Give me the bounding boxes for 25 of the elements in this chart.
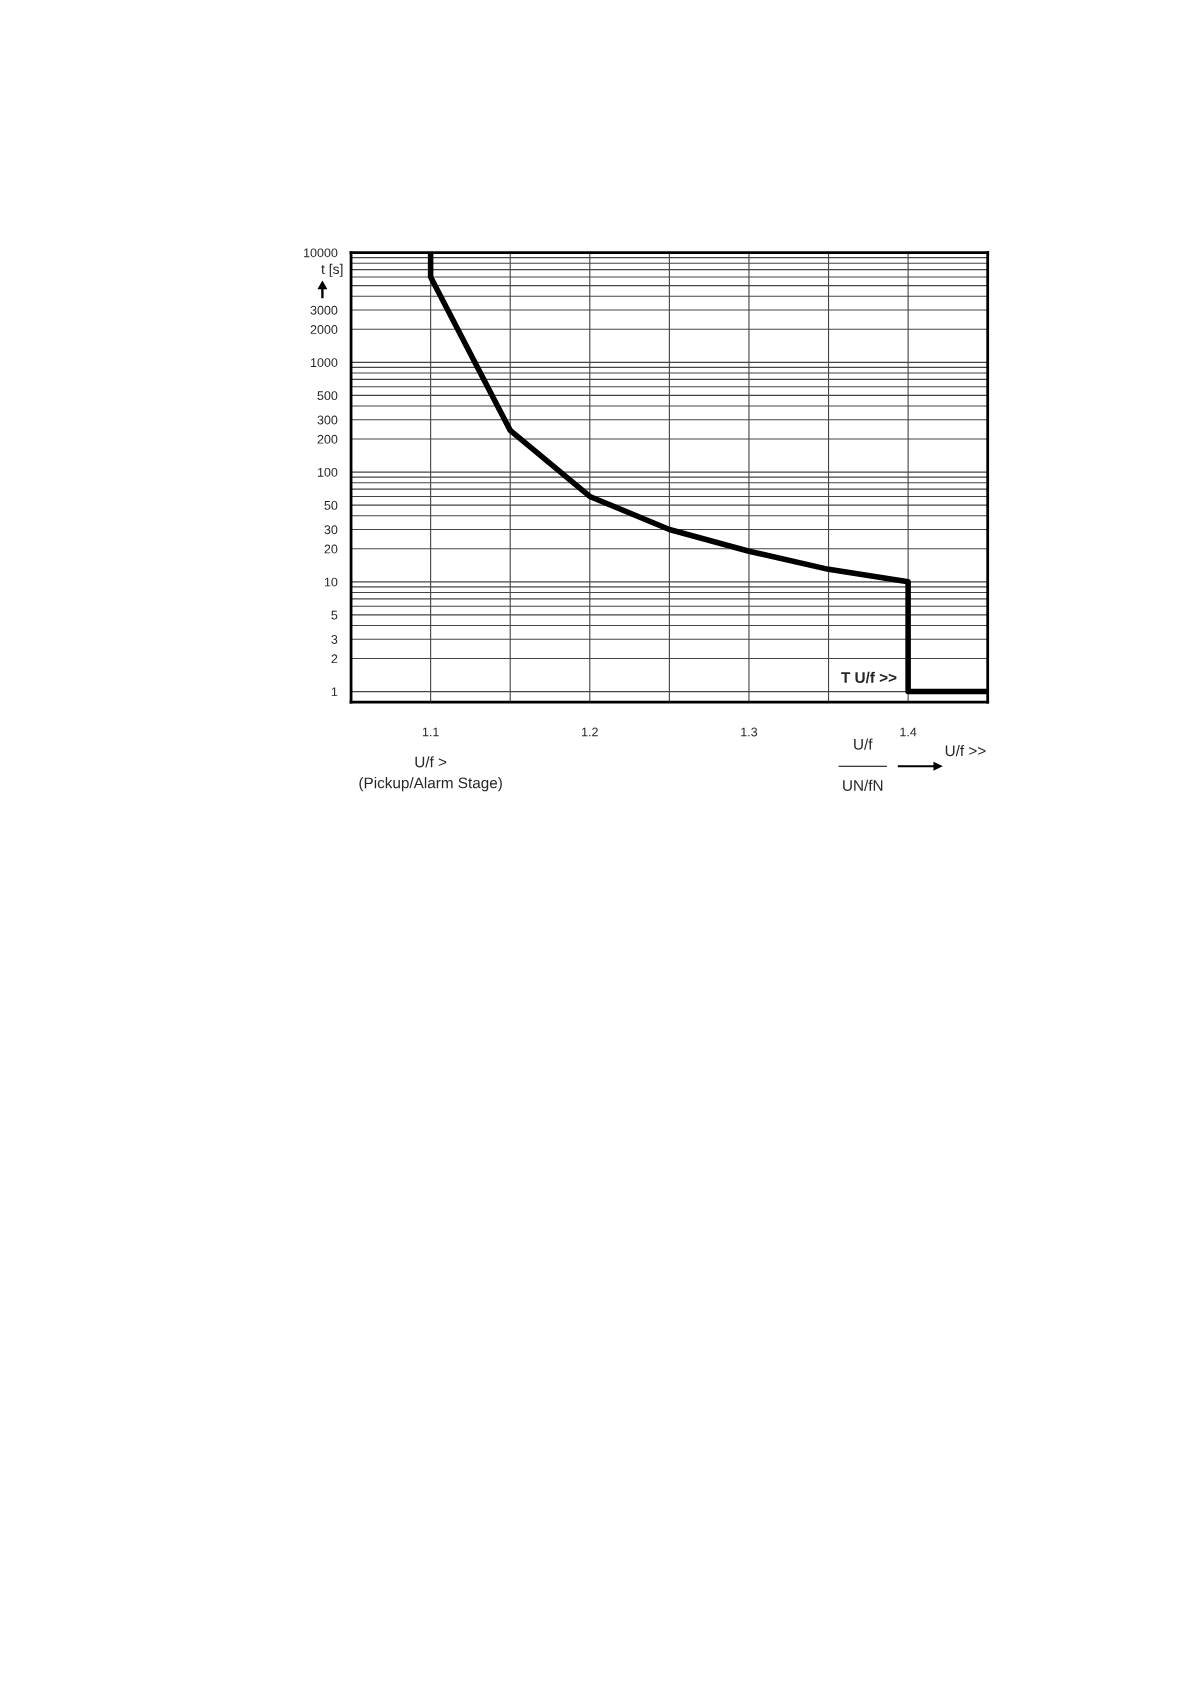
y-tick-label: 50 (324, 500, 338, 510)
x-tick-label: 1.4 (900, 727, 917, 737)
y-tick-label: 300 (317, 415, 338, 425)
y-tick-label: 1000 (311, 358, 338, 367)
y-tick-label: 2 (331, 654, 338, 664)
x-tick-label: 1.3 (741, 727, 758, 737)
text: U/f > (Pickup/Alarm Stage) (359, 756, 502, 792)
y-tick-label: 20 (324, 544, 338, 554)
y-tick-label: 3 (331, 635, 338, 644)
y-tick-label: 100 (317, 467, 338, 477)
y-tick-label: 10 (324, 577, 338, 587)
y-tick-label: 1 (331, 687, 338, 697)
annotation: T U/f >> (841, 671, 897, 684)
x-tick-label: 1.1 (422, 727, 439, 737)
y-tick-label: 3000 (310, 305, 338, 315)
x-tick-label: 1.2 (582, 727, 598, 737)
y-tick-label: 5 (331, 610, 338, 620)
y-tick-label: 2000 (310, 325, 338, 334)
y-tick-label: 200 (317, 434, 338, 444)
y-tick-label: 30 (324, 525, 338, 535)
y-tick-label: 10000 (304, 248, 338, 258)
y-tick-label: 500 (317, 391, 338, 401)
text: U/f UN/fN (843, 738, 883, 791)
y-axis-title: t [s] (321, 263, 343, 277)
text: U/f >> (945, 744, 986, 757)
